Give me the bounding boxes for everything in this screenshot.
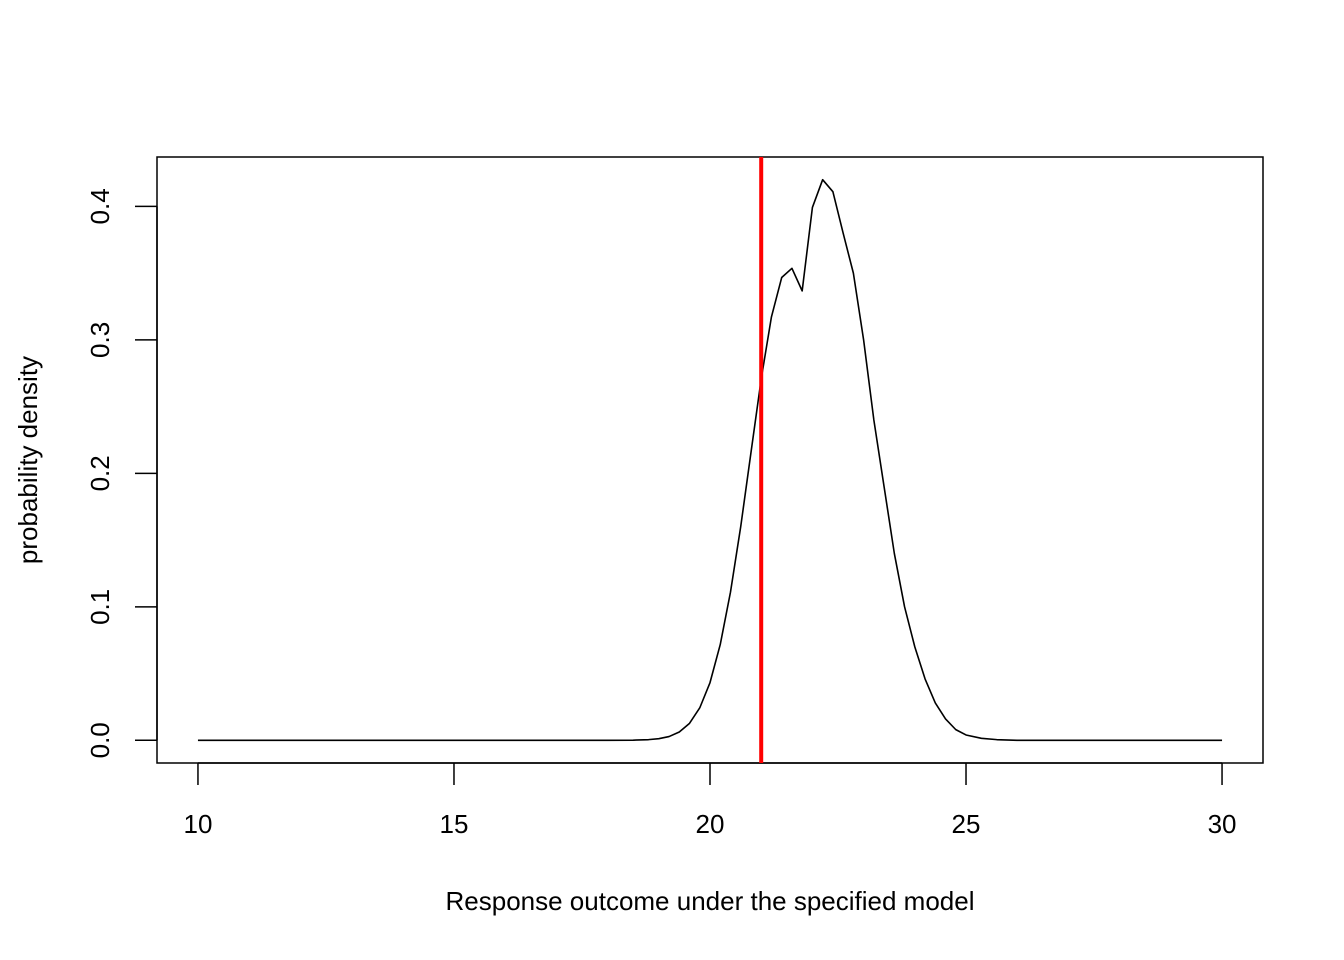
x-tick-label: 25	[952, 809, 981, 839]
plot-area	[197, 157, 1223, 763]
y-tick-label: 0.4	[85, 188, 115, 224]
y-tick-label: 0.2	[85, 455, 115, 491]
x-tick-label: 30	[1208, 809, 1237, 839]
plot-frame	[156, 156, 1264, 764]
density-curve	[197, 178, 1223, 742]
y-tick-label: 0.0	[85, 722, 115, 758]
x-tick-label: 20	[696, 809, 725, 839]
x-axis-title: Response outcome under the specified mod…	[446, 886, 975, 916]
x-tick-label: 10	[184, 809, 213, 839]
x-axis: 10 15 20 25 30	[184, 762, 1237, 839]
x-tick-label: 15	[440, 809, 469, 839]
y-tick-label: 0.1	[85, 589, 115, 625]
y-axis-title: probability density	[13, 356, 43, 564]
y-tick-label: 0.3	[85, 322, 115, 358]
y-axis: 0.0 0.1 0.2 0.3 0.4	[85, 188, 158, 758]
